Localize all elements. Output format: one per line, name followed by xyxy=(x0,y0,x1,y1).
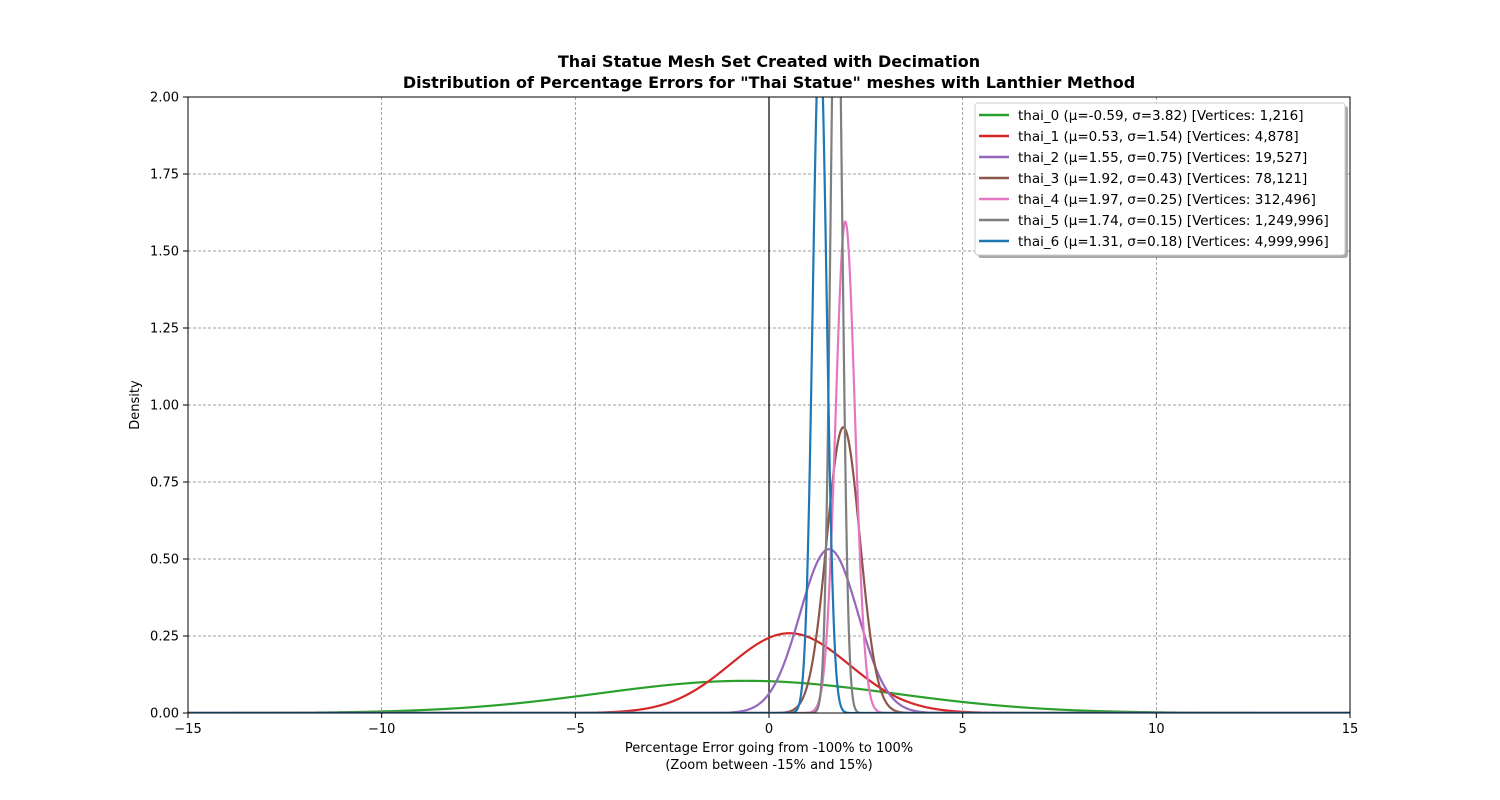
legend-label-0: thai_0 (μ=-0.59, σ=3.82) [Vertices: 1,21… xyxy=(1018,108,1304,124)
chart-title: Thai Statue Mesh Set Created with Decima… xyxy=(558,52,980,71)
legend-label-3: thai_3 (μ=1.92, σ=0.43) [Vertices: 78,12… xyxy=(1018,171,1307,187)
y-tick-label: 1.75 xyxy=(150,168,179,183)
y-tick-label: 2.00 xyxy=(150,91,179,106)
y-tick-label: 1.50 xyxy=(150,245,179,260)
y-tick-label: 0.25 xyxy=(150,630,179,645)
x-tick-label: 10 xyxy=(1148,722,1165,737)
y-axis-ticks: 0.00 0.25 0.50 0.75 1.00 1.25 1.50 1.75 2.00 xyxy=(150,91,188,722)
y-tick-label: 1.25 xyxy=(150,322,179,337)
x-axis-label: Percentage Error going from -100% to 100… xyxy=(625,741,913,756)
legend-box xyxy=(974,102,1346,256)
chart-subtitle: Distribution of Percentage Errors for "T… xyxy=(403,73,1135,92)
y-axis-label: Density xyxy=(128,380,143,430)
legend-label-5: thai_5 (μ=1.74, σ=0.15) [Vertices: 1,249… xyxy=(1018,213,1329,229)
x-tick-label: 0 xyxy=(765,722,773,737)
series-line-2 xyxy=(188,548,1350,713)
x-tick-label: −5 xyxy=(566,722,585,737)
y-tick-label: 0.00 xyxy=(150,707,179,722)
legend: thai_0 (μ=-0.59, σ=3.82) [Vertices: 1,21… xyxy=(974,102,1348,258)
series-line-1 xyxy=(188,632,1350,713)
y-tick-label: 0.50 xyxy=(150,553,179,568)
x-axis-ticks: −15 −10 −5 0 5 10 15 xyxy=(174,713,1358,737)
legend-label-6: thai_6 (μ=1.31, σ=0.18) [Vertices: 4,999… xyxy=(1018,234,1329,250)
x-tick-label: −10 xyxy=(368,722,395,737)
x-axis-label-note: (Zoom between -15% and 15%) xyxy=(665,758,872,773)
x-tick-label: −15 xyxy=(174,722,201,737)
x-tick-label: 5 xyxy=(959,722,967,737)
legend-label-1: thai_1 (μ=0.53, σ=1.54) [Vertices: 4,878… xyxy=(1018,129,1299,145)
legend-label-2: thai_2 (μ=1.55, σ=0.75) [Vertices: 19,52… xyxy=(1018,150,1307,166)
y-tick-label: 1.00 xyxy=(150,399,179,414)
legend-label-4: thai_4 (μ=1.97, σ=0.25) [Vertices: 312,4… xyxy=(1018,192,1316,208)
x-tick-label: 15 xyxy=(1342,722,1359,737)
y-tick-label: 0.75 xyxy=(150,476,179,491)
